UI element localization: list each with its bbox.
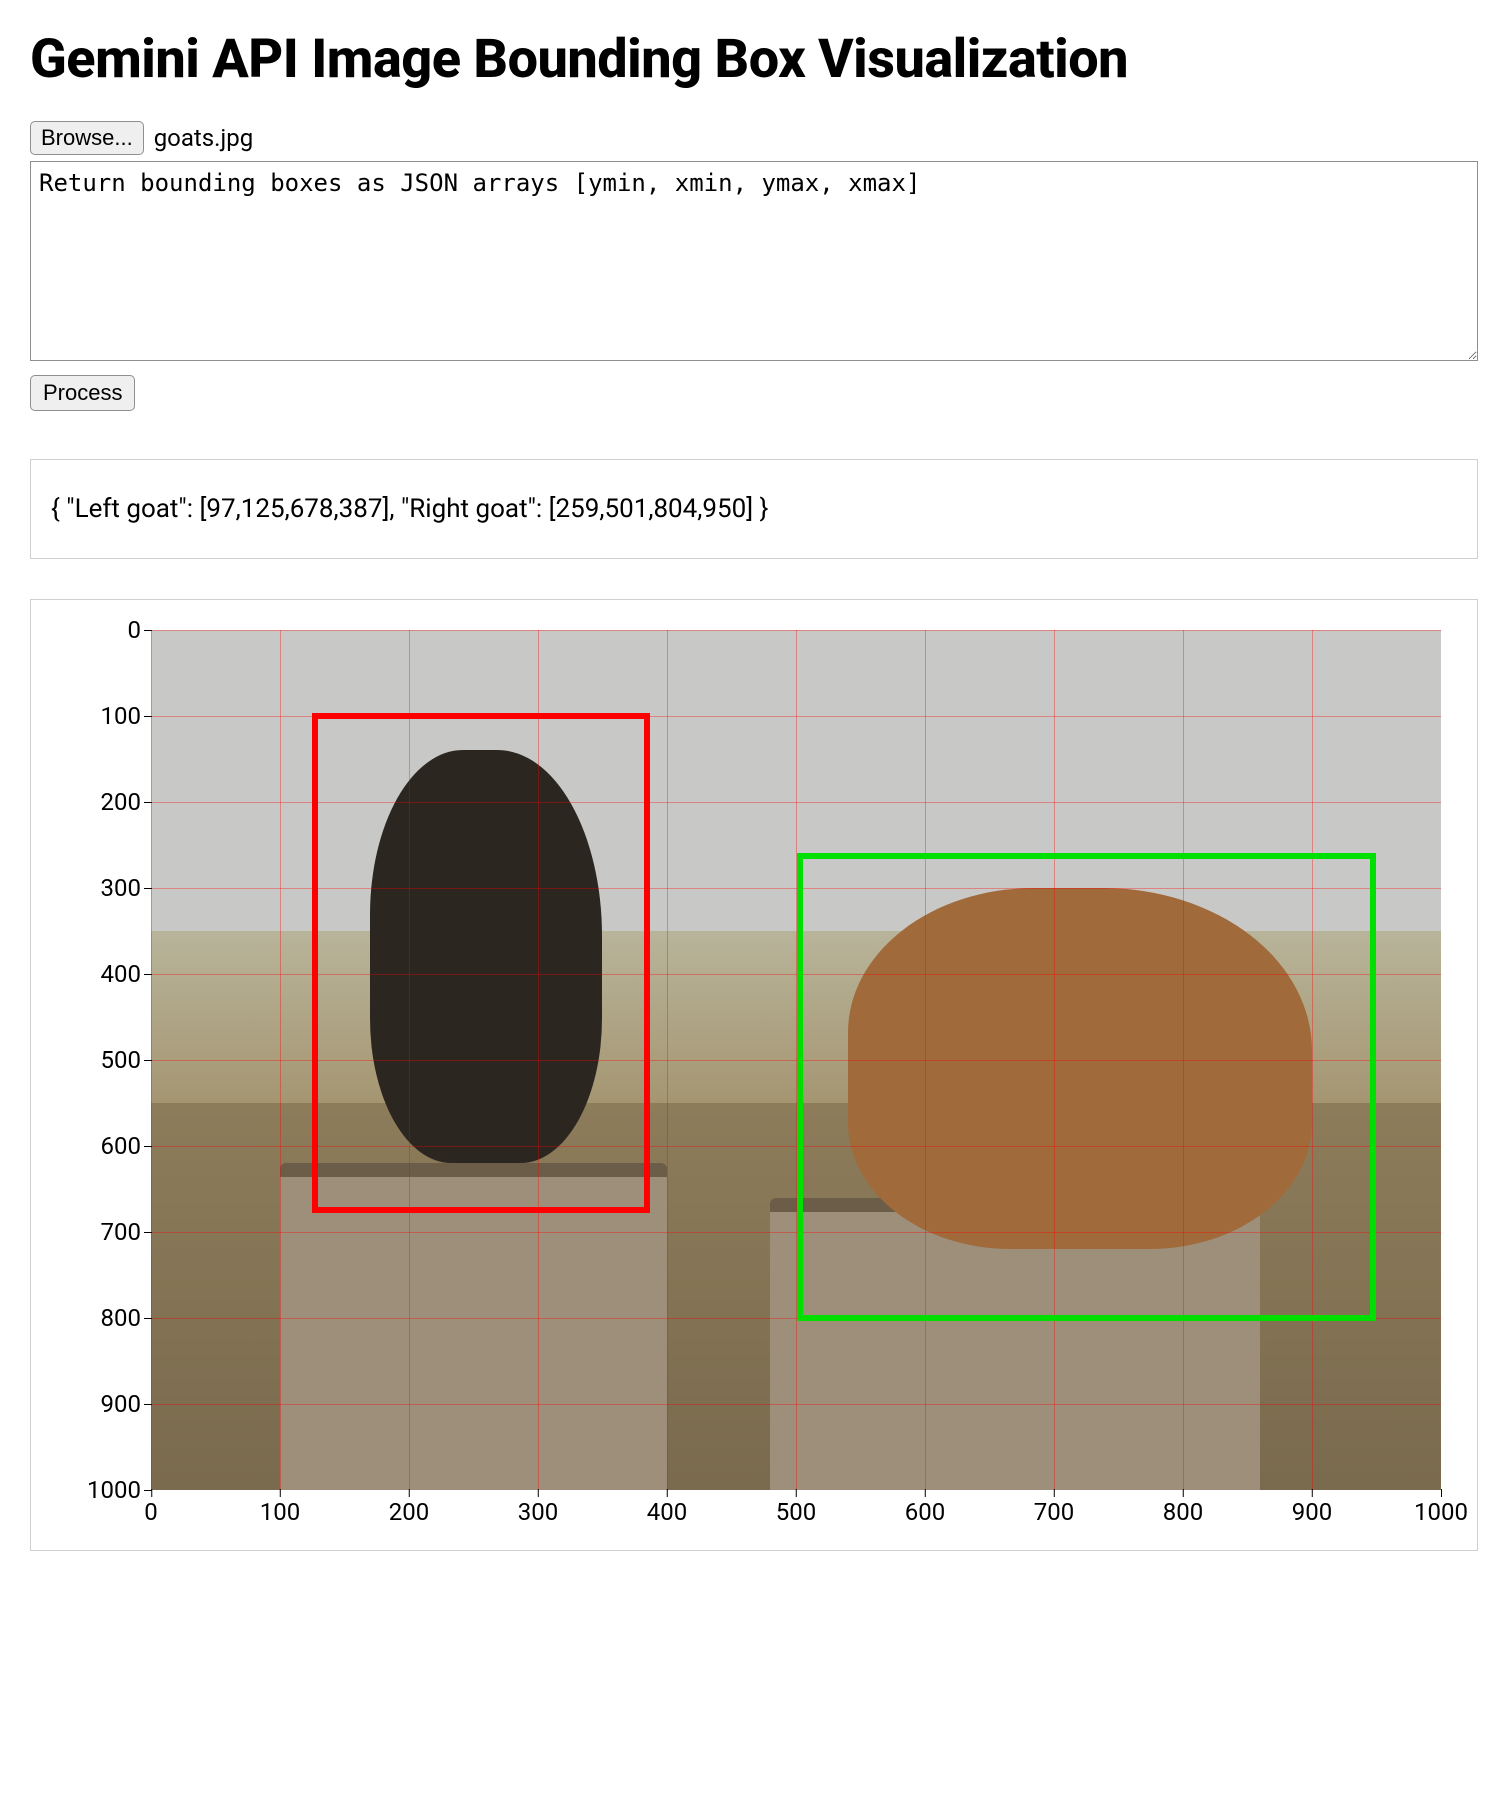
- x-tick-label: 400: [647, 1490, 687, 1526]
- bounding-box: [797, 853, 1376, 1322]
- y-tick-label: 800: [101, 1304, 151, 1332]
- x-tick-label: 200: [389, 1490, 429, 1526]
- y-tick-label: 0: [128, 616, 152, 644]
- y-tick-label: 300: [101, 874, 151, 902]
- x-tick-label: 700: [1034, 1490, 1074, 1526]
- selected-filename: goats.jpg: [154, 124, 253, 152]
- y-tick-label: 700: [101, 1218, 151, 1246]
- gridline-horizontal: [151, 630, 1441, 631]
- y-tick-label: 100: [101, 702, 151, 730]
- browse-button[interactable]: Browse...: [30, 121, 144, 155]
- prompt-textarea[interactable]: [30, 161, 1478, 361]
- x-tick-label: 500: [776, 1490, 816, 1526]
- y-tick-label: 200: [101, 788, 151, 816]
- x-tick-label: 300: [518, 1490, 558, 1526]
- page-title: Gemini API Image Bounding Box Visualizat…: [30, 28, 1478, 91]
- x-tick-label: 900: [1292, 1490, 1332, 1526]
- x-tick-label: 600: [905, 1490, 945, 1526]
- bounding-box: [312, 713, 650, 1213]
- y-tick-label: 600: [101, 1132, 151, 1160]
- visualization-panel: 0100200300400500600700800900100001002003…: [30, 599, 1478, 1551]
- result-json-output: { "Left goat": [97,125,678,387], "Right …: [30, 459, 1478, 559]
- x-tick-label: 800: [1163, 1490, 1203, 1526]
- x-tick-label: 1000: [1414, 1490, 1468, 1526]
- y-tick-label: 1000: [87, 1476, 151, 1504]
- plot-area: [151, 630, 1441, 1490]
- y-tick-label: 500: [101, 1046, 151, 1074]
- y-tick-label: 900: [101, 1390, 151, 1418]
- bbox-chart: 0100200300400500600700800900100001002003…: [151, 630, 1441, 1490]
- file-picker-row: Browse... goats.jpg: [30, 121, 1478, 155]
- y-tick-label: 400: [101, 960, 151, 988]
- x-tick-label: 100: [260, 1490, 300, 1526]
- gridline-horizontal: [151, 1404, 1441, 1405]
- process-button[interactable]: Process: [30, 375, 135, 411]
